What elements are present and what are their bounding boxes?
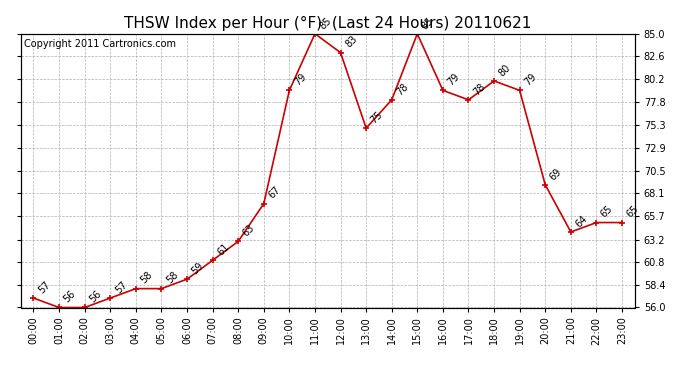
Text: 67: 67 xyxy=(266,185,282,201)
Text: 61: 61 xyxy=(215,242,231,258)
Text: 58: 58 xyxy=(164,270,180,286)
Text: 83: 83 xyxy=(344,34,359,50)
Text: 56: 56 xyxy=(88,289,103,305)
Text: 65: 65 xyxy=(599,204,615,220)
Text: 79: 79 xyxy=(292,72,308,88)
Text: 85: 85 xyxy=(317,15,333,31)
Text: 64: 64 xyxy=(573,213,589,229)
Text: 57: 57 xyxy=(37,279,52,295)
Text: 69: 69 xyxy=(548,166,564,182)
Text: 79: 79 xyxy=(446,72,462,88)
Text: 57: 57 xyxy=(113,279,129,295)
Text: 80: 80 xyxy=(497,62,513,78)
Text: 63: 63 xyxy=(241,223,257,238)
Text: 65: 65 xyxy=(624,204,640,220)
Text: 78: 78 xyxy=(471,81,487,97)
Text: 79: 79 xyxy=(522,72,538,88)
Title: THSW Index per Hour (°F)  (Last 24 Hours) 20110621: THSW Index per Hour (°F) (Last 24 Hours)… xyxy=(124,16,531,31)
Text: 75: 75 xyxy=(369,110,385,125)
Text: 78: 78 xyxy=(395,81,411,97)
Text: 58: 58 xyxy=(139,270,155,286)
Text: 59: 59 xyxy=(190,261,206,276)
Text: 56: 56 xyxy=(62,289,78,305)
Text: Copyright 2011 Cartronics.com: Copyright 2011 Cartronics.com xyxy=(23,39,176,49)
Text: 85: 85 xyxy=(420,15,436,31)
